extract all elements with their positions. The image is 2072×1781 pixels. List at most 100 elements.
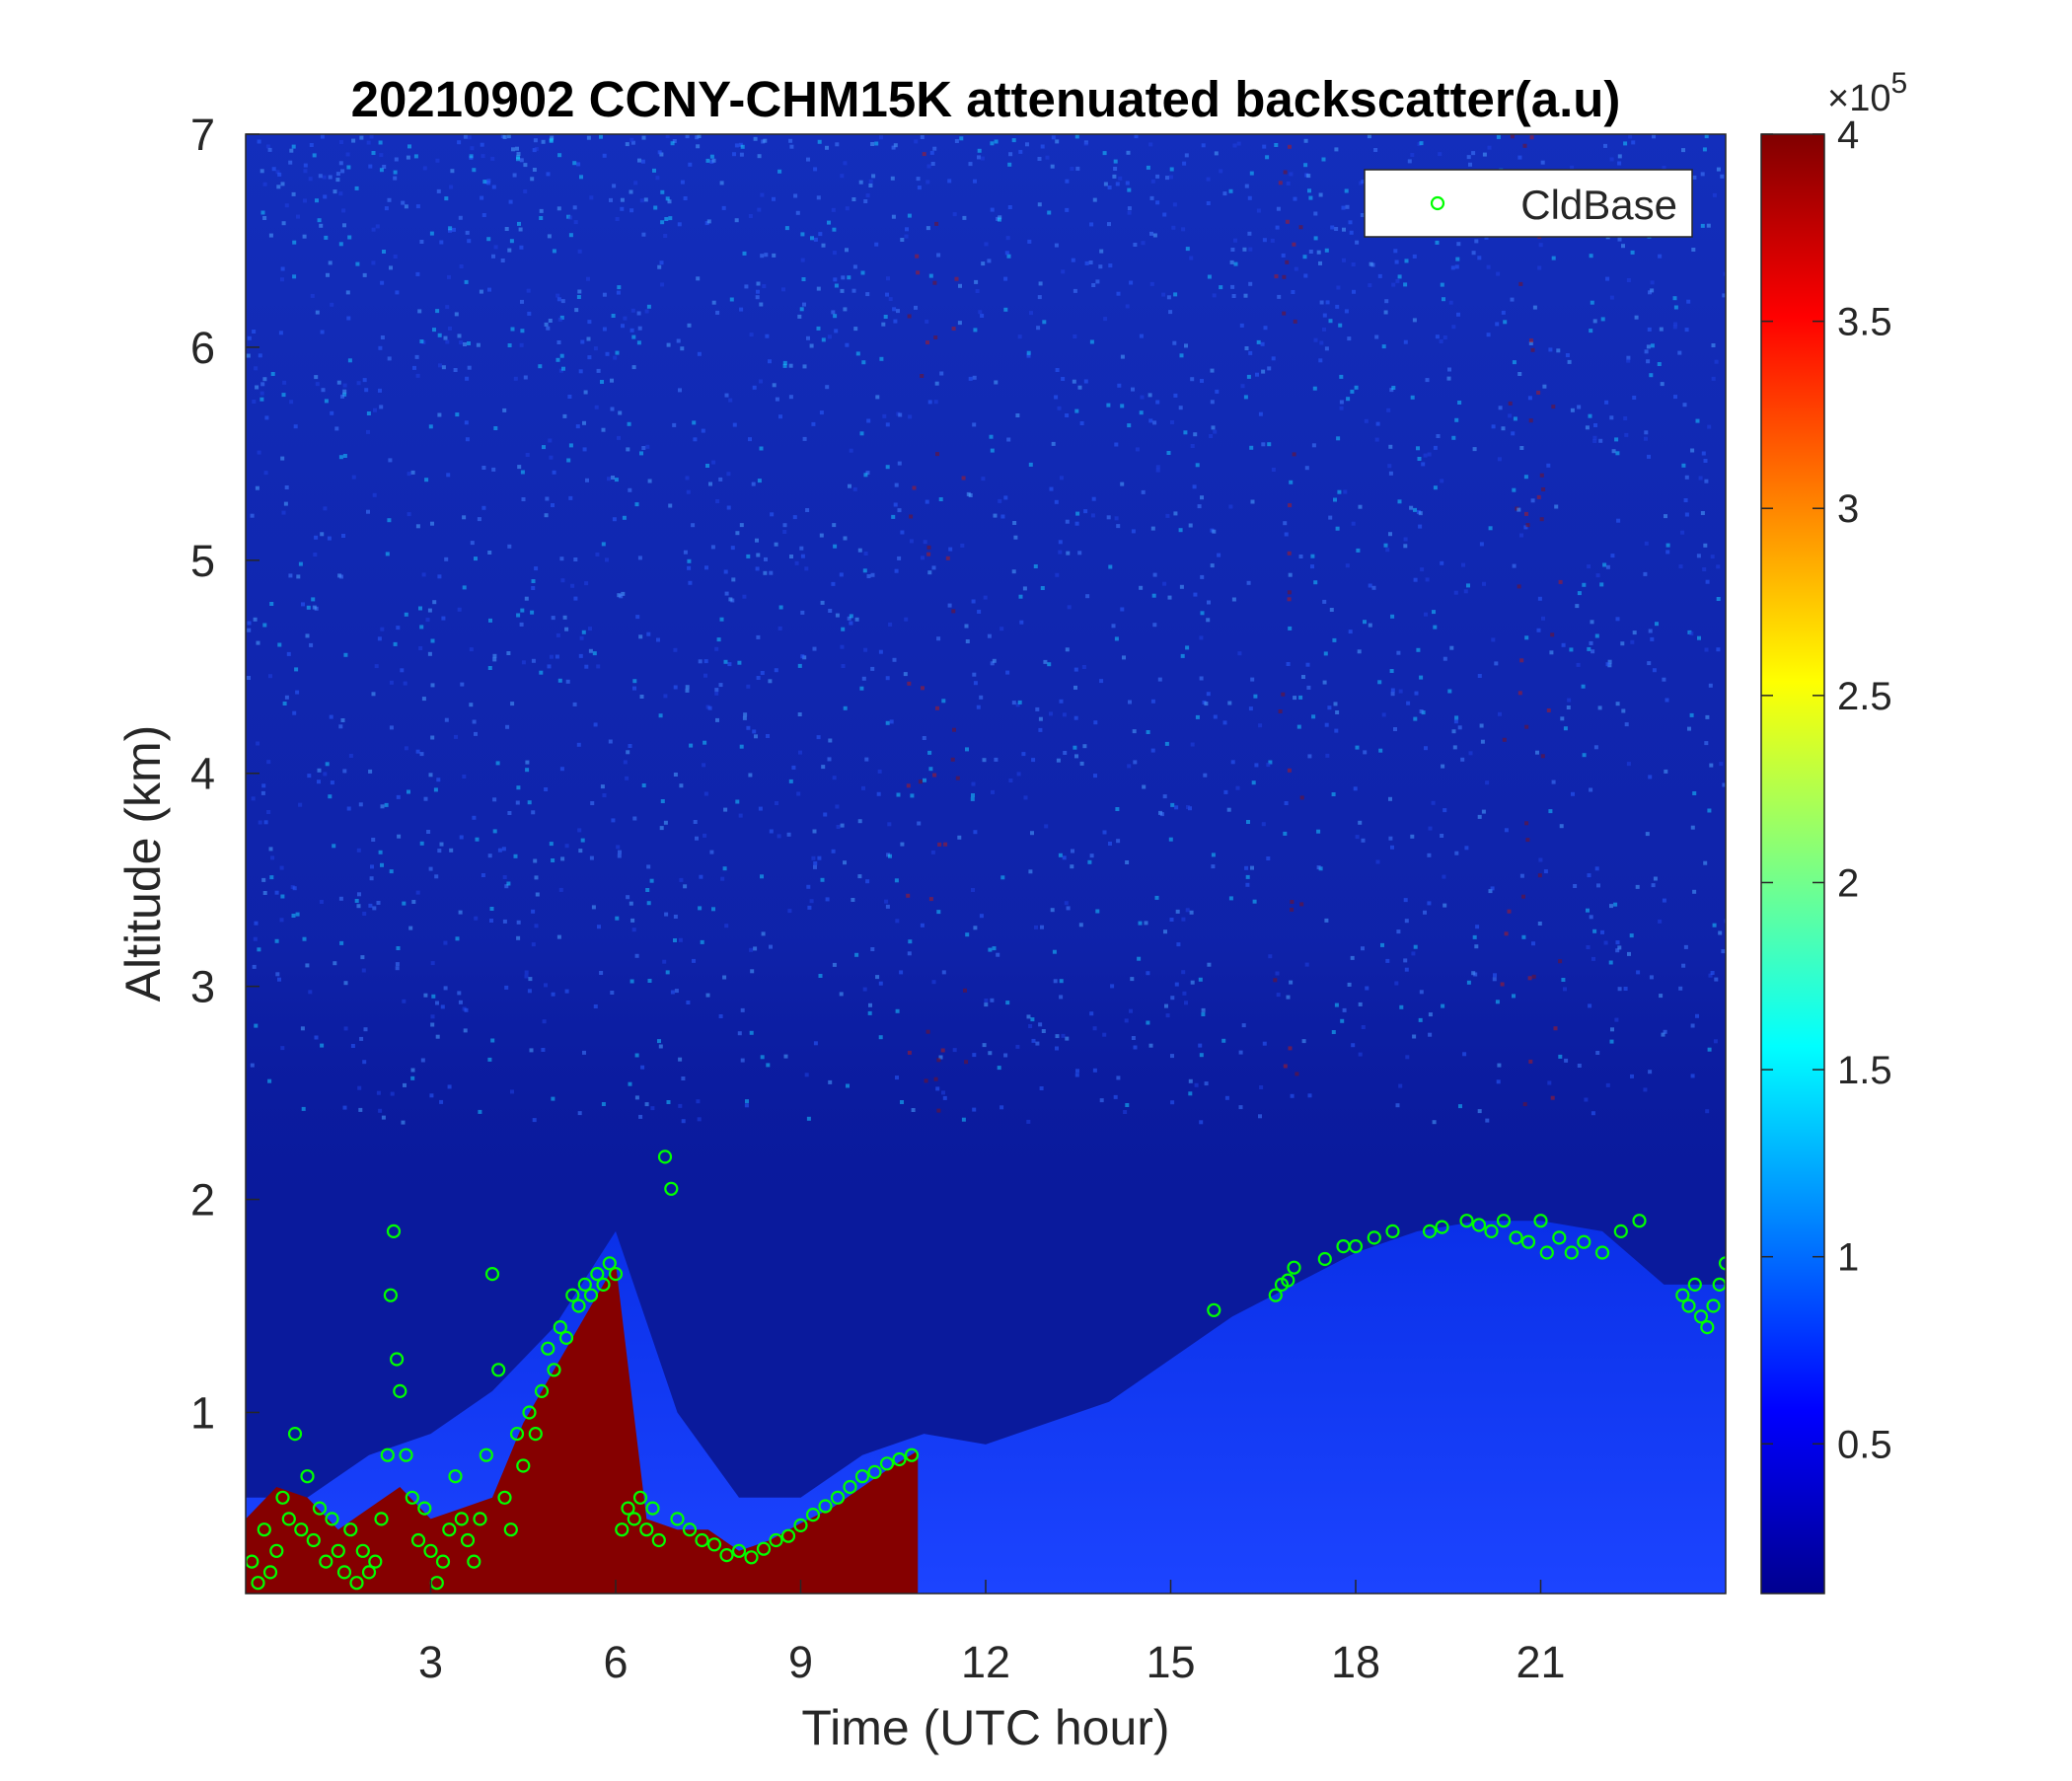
noise-speckle	[1406, 701, 1411, 705]
noise-speckle	[1244, 865, 1249, 870]
noise-speckle	[1085, 594, 1090, 599]
noise-speckle	[480, 195, 484, 200]
noise-speckle	[1558, 579, 1563, 584]
noise-speckle	[544, 983, 548, 988]
noise-speckle	[1214, 151, 1219, 156]
noise-speckle	[634, 953, 639, 958]
noise-speckle	[345, 152, 350, 157]
cloud-base-point	[300, 1469, 315, 1484]
legend[interactable]: CldBase	[1364, 169, 1693, 238]
noise-speckle	[323, 772, 328, 777]
noise-speckle	[1616, 518, 1621, 523]
noise-speckle	[497, 848, 502, 853]
noise-speckle	[1519, 658, 1524, 663]
noise-speckle	[759, 379, 763, 384]
noise-speckle	[1124, 1018, 1129, 1023]
noise-speckle	[972, 375, 977, 380]
noise-speckle	[607, 477, 611, 482]
noise-speckle	[284, 695, 289, 700]
cloud-base-point	[503, 1522, 518, 1537]
noise-speckle	[519, 342, 524, 347]
noise-speckle	[1054, 243, 1059, 248]
noise-speckle	[330, 302, 334, 307]
noise-speckle	[896, 792, 901, 797]
noise-speckle	[1233, 261, 1238, 266]
noise-speckle	[1338, 323, 1343, 328]
noise-speckle	[382, 250, 386, 254]
noise-speckle	[816, 286, 821, 291]
noise-speckle	[1567, 359, 1572, 364]
noise-speckle	[954, 276, 959, 281]
noise-speckle	[1199, 1053, 1204, 1058]
noise-speckle	[378, 345, 383, 350]
noise-speckle	[517, 221, 521, 226]
noise-speckle	[542, 445, 546, 450]
noise-speckle	[955, 776, 960, 780]
noise-speckle	[360, 955, 365, 960]
noise-speckle	[1117, 383, 1122, 388]
noise-speckle	[835, 613, 840, 618]
noise-speckle	[260, 790, 265, 795]
noise-speckle	[1440, 560, 1444, 565]
noise-speckle	[605, 351, 610, 356]
noise-speckle	[1589, 787, 1593, 792]
noise-speckle	[1038, 727, 1043, 732]
noise-speckle	[629, 137, 634, 142]
noise-speckle	[1334, 1002, 1339, 1007]
noise-speckle	[1090, 513, 1095, 518]
noise-speckle	[1343, 489, 1348, 494]
noise-speckle	[968, 162, 973, 167]
noise-speckle	[680, 346, 685, 351]
cloud-base-point	[343, 1522, 358, 1537]
noise-speckle	[812, 829, 817, 834]
noise-speckle	[703, 659, 708, 664]
noise-speckle	[1709, 763, 1714, 768]
noise-speckle	[565, 679, 570, 684]
noise-speckle	[356, 381, 361, 386]
noise-speckle	[1316, 250, 1321, 255]
cloud-base-point	[1594, 1245, 1610, 1260]
noise-speckle	[1133, 1045, 1138, 1050]
noise-speckle	[342, 769, 347, 774]
noise-speckle	[280, 1046, 285, 1051]
noise-speckle	[531, 586, 536, 590]
noise-speckle	[827, 334, 832, 339]
noise-speckle	[489, 907, 494, 911]
noise-speckle	[1722, 293, 1726, 298]
noise-speckle	[457, 334, 462, 338]
noise-speckle	[1268, 760, 1273, 765]
noise-speckle	[926, 545, 931, 550]
noise-speckle	[1474, 239, 1479, 244]
noise-speckle	[652, 168, 656, 173]
noise-speckle	[1275, 225, 1280, 230]
noise-speckle	[1021, 752, 1026, 757]
noise-speckle	[885, 292, 889, 297]
noise-speckle	[1230, 760, 1235, 765]
noise-speckle	[1513, 416, 1517, 421]
noise-speckle	[421, 572, 426, 577]
noise-speckle	[719, 617, 724, 622]
noise-speckle	[938, 1055, 943, 1060]
noise-speckle	[280, 277, 284, 282]
noise-speckle	[1298, 225, 1303, 230]
noise-speckle	[1707, 424, 1712, 429]
noise-speckle	[854, 952, 859, 957]
noise-speckle	[705, 993, 710, 998]
noise-speckle	[1456, 242, 1461, 247]
noise-speckle	[1345, 563, 1350, 568]
noise-speckle	[1395, 278, 1400, 283]
noise-speckle	[1333, 702, 1338, 706]
noise-speckle	[891, 514, 896, 519]
noise-speckle	[1471, 151, 1476, 156]
cloud-base-point	[399, 1447, 413, 1462]
noise-speckle	[539, 208, 544, 213]
noise-speckle	[851, 197, 856, 201]
noise-speckle	[533, 138, 538, 143]
noise-speckle	[1471, 251, 1476, 256]
noise-speckle	[943, 842, 948, 847]
noise-speckle	[1276, 993, 1281, 998]
noise-speckle	[1077, 385, 1082, 390]
noise-speckle	[721, 205, 726, 210]
noise-speckle	[1190, 980, 1195, 985]
noise-speckle	[1548, 809, 1553, 814]
